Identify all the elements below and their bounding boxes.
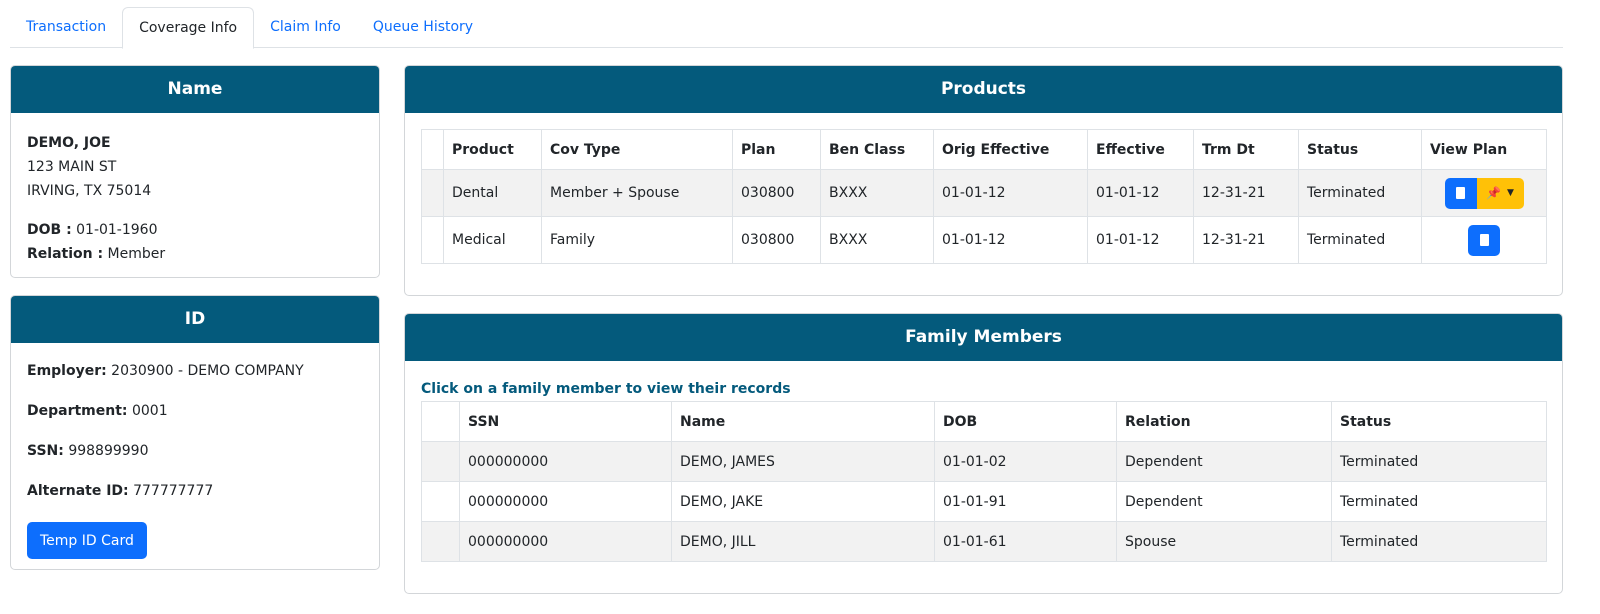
col-cov-type: Cov Type — [541, 129, 733, 170]
dob-value: 01-01-1960 — [76, 222, 158, 238]
view-plan-button[interactable] — [1444, 177, 1477, 209]
col-product: Product — [443, 129, 542, 170]
cell-product: Medical — [443, 216, 542, 264]
employer-value: 2030900 - DEMO COMPANY — [111, 363, 304, 379]
cell-relation: Dependent — [1116, 481, 1332, 522]
cell-plan: 030800 — [732, 216, 821, 264]
document-icon — [1479, 234, 1489, 246]
cell-status: Terminated — [1331, 441, 1547, 482]
tab-coverage-info[interactable]: Coverage Info — [122, 7, 255, 49]
cell-name: DEMO, JAKE — [671, 481, 935, 522]
col-effective: Effective — [1087, 129, 1194, 170]
table-row[interactable]: Medical Family 030800 BXXX 01-01-12 01-0… — [421, 216, 1547, 264]
id-card-title: ID — [11, 296, 379, 343]
products-table: Product Cov Type Plan Ben Class Orig Eff… — [421, 129, 1547, 264]
alternate-id-label: Alternate ID: — [27, 483, 129, 499]
cell-dob: 01-01-02 — [934, 441, 1117, 482]
cell-ben-class: BXXX — [820, 169, 934, 217]
cell-status: Terminated — [1331, 481, 1547, 522]
col-name: Name — [671, 401, 935, 442]
col-view-plan: View Plan — [1421, 129, 1547, 170]
member-name: DEMO, JOE — [27, 135, 111, 151]
tab-bar: Transaction Coverage Info Claim Info Que… — [10, 7, 1563, 49]
cell-plan: 030800 — [732, 169, 821, 217]
cell-name: DEMO, JILL — [671, 521, 935, 562]
relation-value: Member — [107, 246, 166, 262]
col-trm-dt: Trm Dt — [1193, 129, 1299, 170]
department-label: Department: — [27, 403, 128, 419]
family-member-row[interactable]: 000000000 DEMO, JAKE 01-01-91 Dependent Term… — [421, 481, 1547, 522]
cell-product: Dental — [443, 169, 542, 217]
name-card: Name DEMO, JOE 123 MAIN ST IRVING, TX 75… — [10, 65, 380, 278]
cell-effective: 01-01-12 — [1087, 169, 1194, 217]
document-icon — [1456, 187, 1465, 199]
family-members-note: Click on a family member to view their r… — [421, 381, 791, 397]
cell-dob: 01-01-91 — [934, 481, 1117, 522]
ssn-value: 998899990 — [68, 443, 149, 459]
products-title: Products — [405, 66, 1562, 113]
temp-id-card-button[interactable]: Temp ID Card — [27, 522, 147, 559]
caret-down-icon: ▼ — [1507, 188, 1514, 198]
pin-dropdown-button[interactable]: 📌 ▼ — [1476, 177, 1524, 209]
cell-ssn: 000000000 — [459, 481, 672, 522]
col-plan: Plan — [732, 129, 821, 170]
cell-orig-effective: 01-01-12 — [933, 169, 1088, 217]
cell-relation: Dependent — [1116, 441, 1332, 482]
col-ssn: SSN — [459, 401, 672, 442]
tab-claim-info[interactable]: Claim Info — [270, 19, 341, 35]
cell-name: DEMO, JAMES — [671, 441, 935, 482]
cell-effective: 01-01-12 — [1087, 216, 1194, 264]
tab-queue-history[interactable]: Queue History — [372, 19, 474, 35]
cell-orig-effective: 01-01-12 — [933, 216, 1088, 264]
cell-ben-class: BXXX — [820, 216, 934, 264]
family-members-title: Family Members — [405, 314, 1562, 361]
family-members-table: SSN Name DOB Relation Status 000000000 DE… — [421, 401, 1547, 562]
cell-relation: Spouse — [1116, 521, 1332, 562]
col-relation: Relation — [1116, 401, 1332, 442]
products-card: Products Product Cov Type Plan Ben Class… — [404, 65, 1563, 296]
address-line-2: IRVING, TX 75014 — [27, 183, 152, 199]
name-card-title: Name — [11, 66, 379, 113]
cell-status: Terminated — [1331, 521, 1547, 562]
cell-dob: 01-01-61 — [934, 521, 1117, 562]
col-orig-effective: Orig Effective — [933, 129, 1088, 170]
cell-cov-type: Family — [541, 216, 733, 264]
tab-transaction[interactable]: Transaction — [26, 19, 107, 35]
cell-status: Terminated — [1298, 216, 1422, 264]
family-member-row[interactable]: 000000000 DEMO, JILL 01-01-61 Spouse Termina… — [421, 521, 1547, 562]
col-ben-class: Ben Class — [820, 129, 934, 170]
cell-ssn: 000000000 — [459, 441, 672, 482]
table-row[interactable]: Dental Member + Spouse 030800 BXXX 01-01… — [421, 169, 1547, 217]
ssn-label: SSN: — [27, 443, 64, 459]
alternate-id-value: 777777777 — [133, 483, 214, 499]
address-line-1: 123 MAIN ST — [27, 159, 117, 175]
cell-cov-type: Member + Spouse — [541, 169, 733, 217]
family-member-row[interactable]: 000000000 DEMO, JAMES 01-01-02 Dependent Ter… — [421, 441, 1547, 482]
col-dob: DOB — [934, 401, 1117, 442]
cell-ssn: 000000000 — [459, 521, 672, 562]
cell-trm-dt: 12-31-21 — [1193, 216, 1299, 264]
employer-label: Employer: — [27, 363, 107, 379]
col-status: Status — [1298, 129, 1422, 170]
family-members-card: Family Members Click on a family member … — [404, 313, 1563, 594]
cell-trm-dt: 12-31-21 — [1193, 169, 1299, 217]
pin-icon: 📌 — [1486, 186, 1502, 200]
dob-label: DOB : — [27, 222, 72, 238]
col-status: Status — [1331, 401, 1547, 442]
relation-label: Relation : — [27, 246, 104, 262]
cell-status: Terminated — [1298, 169, 1422, 217]
department-value: 0001 — [131, 403, 168, 419]
id-card: ID Employer: 2030900 - DEMO COMPANY Depa… — [10, 295, 380, 570]
view-plan-button[interactable] — [1468, 224, 1500, 256]
